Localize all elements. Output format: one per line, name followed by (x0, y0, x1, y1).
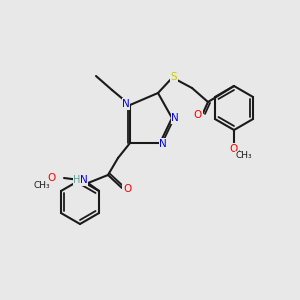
Text: N: N (171, 113, 179, 123)
Text: CH₃: CH₃ (34, 182, 50, 190)
Text: CH₃: CH₃ (236, 152, 252, 160)
Text: O: O (48, 173, 56, 183)
Text: N: N (159, 139, 167, 149)
Text: H: H (73, 175, 81, 185)
Text: O: O (123, 184, 131, 194)
Text: O: O (194, 110, 202, 120)
Text: N: N (122, 99, 130, 109)
Text: O: O (230, 144, 238, 154)
Text: N: N (80, 175, 88, 185)
Text: S: S (171, 72, 177, 82)
